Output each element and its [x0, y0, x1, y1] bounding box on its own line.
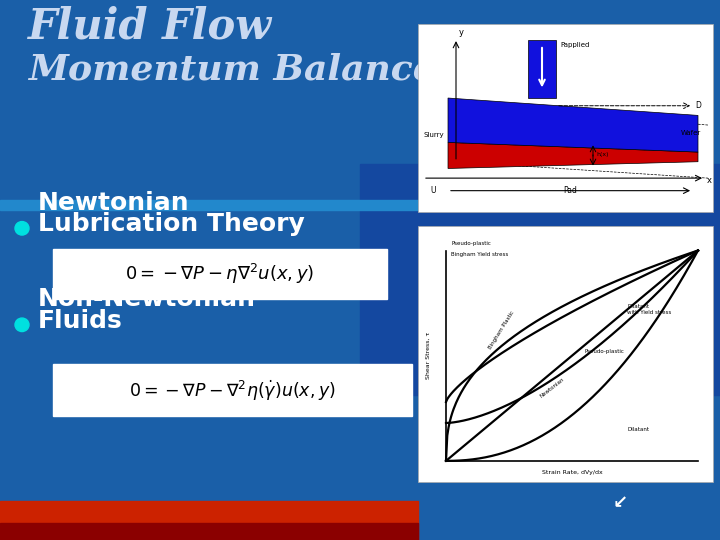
Text: U: U	[431, 186, 436, 195]
Text: h(x): h(x)	[596, 152, 608, 158]
Text: Shear Stress, τ: Shear Stress, τ	[426, 332, 431, 380]
Text: Fluid Flow: Fluid Flow	[28, 6, 272, 48]
Text: D: D	[695, 101, 701, 110]
Polygon shape	[448, 143, 698, 168]
Bar	[418, 24, 713, 212]
Text: Pseudo-plastic: Pseudo-plastic	[585, 349, 624, 354]
Text: Fluids: Fluids	[38, 308, 122, 333]
Text: y: y	[459, 28, 464, 37]
Text: Dilatant
with Yield stress: Dilatant with Yield stress	[627, 304, 672, 315]
Bar	[528, 40, 556, 98]
Text: $0 = -\nabla P - \eta \nabla^2 u(x,y)$: $0 = -\nabla P - \eta \nabla^2 u(x,y)$	[125, 261, 315, 286]
Text: x: x	[707, 176, 712, 185]
Text: Newtonian: Newtonian	[38, 191, 189, 215]
Text: Strain Rate, dVy/dx: Strain Rate, dVy/dx	[541, 470, 603, 475]
Circle shape	[15, 318, 29, 332]
Bar	[0, 523, 418, 540]
Text: Papplied: Papplied	[560, 42, 590, 48]
Bar	[418, 226, 713, 482]
Text: Dilatant: Dilatant	[627, 427, 649, 432]
Bar	[0, 200, 418, 210]
FancyBboxPatch shape	[53, 364, 412, 416]
Text: Newtonian: Newtonian	[539, 376, 565, 399]
Text: $0 = -\nabla P - \nabla^2 \eta(\dot{\gamma})u(x,y)$: $0 = -\nabla P - \nabla^2 \eta(\dot{\gam…	[129, 379, 336, 402]
FancyBboxPatch shape	[53, 248, 387, 299]
Circle shape	[15, 221, 29, 235]
Text: Pseudo-plastic: Pseudo-plastic	[451, 241, 491, 246]
Text: ↙: ↙	[613, 494, 628, 512]
Bar	[0, 502, 418, 540]
Text: Non-Newtonian: Non-Newtonian	[38, 287, 256, 311]
Text: Wafer: Wafer	[680, 130, 701, 136]
Bar	[360, 164, 720, 395]
Text: Momentum Balance: Momentum Balance	[28, 52, 436, 86]
Text: Bingham Yield stress: Bingham Yield stress	[451, 252, 508, 258]
Text: Lubrication Theory: Lubrication Theory	[38, 212, 305, 236]
Polygon shape	[448, 98, 698, 152]
Text: Bingham Plastic: Bingham Plastic	[487, 310, 516, 350]
Text: Slurry: Slurry	[423, 132, 444, 138]
Text: Pad: Pad	[564, 186, 577, 195]
